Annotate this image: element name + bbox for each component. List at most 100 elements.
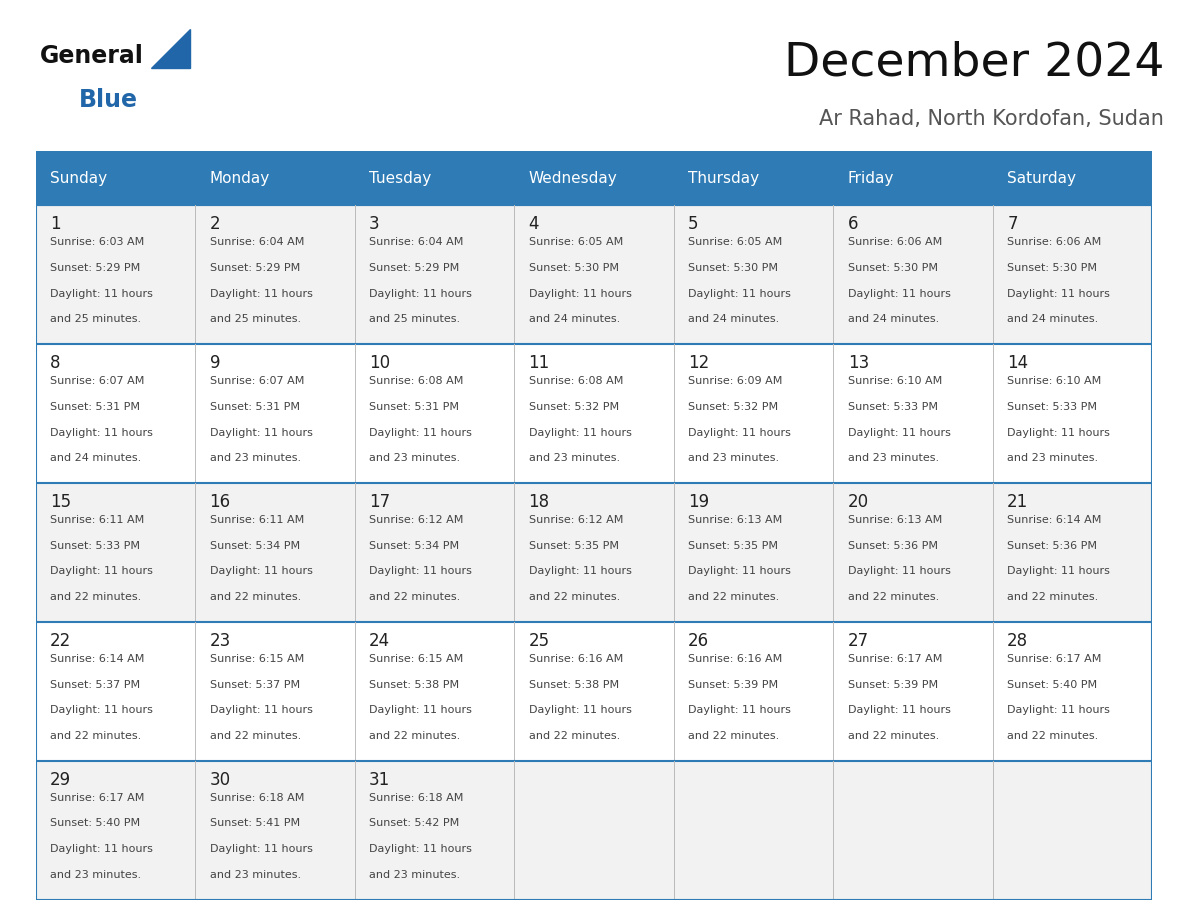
Bar [674, 151, 833, 206]
Text: Sunrise: 6:14 AM: Sunrise: 6:14 AM [1007, 515, 1101, 525]
Text: Daylight: 11 hours: Daylight: 11 hours [50, 844, 153, 854]
Bar [36, 344, 1152, 483]
Text: Sunrise: 6:13 AM: Sunrise: 6:13 AM [848, 515, 942, 525]
Text: Daylight: 11 hours: Daylight: 11 hours [1007, 428, 1110, 438]
Text: 7: 7 [1007, 215, 1018, 233]
Text: 2: 2 [209, 215, 220, 233]
Text: Daylight: 11 hours: Daylight: 11 hours [369, 428, 472, 438]
Text: 22: 22 [50, 632, 71, 650]
Bar [36, 151, 195, 206]
Text: Sunset: 5:32 PM: Sunset: 5:32 PM [529, 402, 619, 412]
Bar [514, 151, 674, 206]
Text: Sunset: 5:35 PM: Sunset: 5:35 PM [688, 541, 778, 551]
Text: and 22 minutes.: and 22 minutes. [848, 592, 939, 602]
Text: and 25 minutes.: and 25 minutes. [209, 314, 301, 324]
Text: Daylight: 11 hours: Daylight: 11 hours [529, 566, 632, 577]
Text: and 24 minutes.: and 24 minutes. [50, 453, 141, 464]
Text: Sunset: 5:34 PM: Sunset: 5:34 PM [209, 541, 299, 551]
Text: Sunrise: 6:12 AM: Sunrise: 6:12 AM [369, 515, 463, 525]
Text: Daylight: 11 hours: Daylight: 11 hours [1007, 288, 1110, 298]
Text: Sunset: 5:30 PM: Sunset: 5:30 PM [1007, 263, 1098, 273]
Text: Sunrise: 6:07 AM: Sunrise: 6:07 AM [50, 376, 145, 386]
Text: 1: 1 [50, 215, 61, 233]
Text: Sunrise: 6:15 AM: Sunrise: 6:15 AM [209, 654, 304, 664]
Text: Sunday: Sunday [50, 171, 107, 186]
Text: 6: 6 [848, 215, 858, 233]
Text: Sunrise: 6:08 AM: Sunrise: 6:08 AM [369, 376, 463, 386]
Text: Daylight: 11 hours: Daylight: 11 hours [369, 288, 472, 298]
Text: 11: 11 [529, 354, 550, 372]
Text: Daylight: 11 hours: Daylight: 11 hours [50, 705, 153, 715]
Text: Tuesday: Tuesday [369, 171, 431, 186]
Text: 27: 27 [848, 632, 868, 650]
Text: and 22 minutes.: and 22 minutes. [50, 592, 141, 602]
Text: Sunrise: 6:11 AM: Sunrise: 6:11 AM [50, 515, 144, 525]
Text: and 23 minutes.: and 23 minutes. [848, 453, 939, 464]
Text: Sunrise: 6:14 AM: Sunrise: 6:14 AM [50, 654, 145, 664]
Text: Daylight: 11 hours: Daylight: 11 hours [1007, 566, 1110, 577]
Text: Sunset: 5:30 PM: Sunset: 5:30 PM [688, 263, 778, 273]
Text: and 25 minutes.: and 25 minutes. [369, 314, 460, 324]
Text: and 22 minutes.: and 22 minutes. [209, 592, 301, 602]
Text: Daylight: 11 hours: Daylight: 11 hours [209, 705, 312, 715]
Text: 10: 10 [369, 354, 390, 372]
Text: December 2024: December 2024 [784, 40, 1164, 86]
Text: Sunset: 5:29 PM: Sunset: 5:29 PM [369, 263, 460, 273]
Text: Daylight: 11 hours: Daylight: 11 hours [688, 428, 791, 438]
Text: Sunrise: 6:03 AM: Sunrise: 6:03 AM [50, 237, 144, 247]
Text: Sunrise: 6:11 AM: Sunrise: 6:11 AM [209, 515, 304, 525]
Text: and 22 minutes.: and 22 minutes. [848, 731, 939, 741]
Text: and 22 minutes.: and 22 minutes. [50, 731, 141, 741]
Text: and 23 minutes.: and 23 minutes. [369, 453, 460, 464]
Text: Sunset: 5:42 PM: Sunset: 5:42 PM [369, 819, 460, 828]
Text: Sunset: 5:36 PM: Sunset: 5:36 PM [1007, 541, 1098, 551]
Text: Daylight: 11 hours: Daylight: 11 hours [369, 705, 472, 715]
Text: Sunset: 5:34 PM: Sunset: 5:34 PM [369, 541, 460, 551]
Text: Daylight: 11 hours: Daylight: 11 hours [688, 566, 791, 577]
Text: General: General [39, 44, 144, 68]
Text: 8: 8 [50, 354, 61, 372]
Text: Sunrise: 6:05 AM: Sunrise: 6:05 AM [688, 237, 783, 247]
Text: Daylight: 11 hours: Daylight: 11 hours [209, 566, 312, 577]
Text: 23: 23 [209, 632, 230, 650]
Text: Sunrise: 6:15 AM: Sunrise: 6:15 AM [369, 654, 463, 664]
Text: 25: 25 [529, 632, 550, 650]
Text: Sunset: 5:41 PM: Sunset: 5:41 PM [209, 819, 299, 828]
Text: 24: 24 [369, 632, 390, 650]
Text: Sunset: 5:37 PM: Sunset: 5:37 PM [209, 679, 299, 689]
Text: Sunset: 5:38 PM: Sunset: 5:38 PM [529, 679, 619, 689]
Text: Daylight: 11 hours: Daylight: 11 hours [529, 428, 632, 438]
Text: Sunrise: 6:17 AM: Sunrise: 6:17 AM [1007, 654, 1101, 664]
Text: Sunset: 5:30 PM: Sunset: 5:30 PM [529, 263, 619, 273]
Text: Sunset: 5:31 PM: Sunset: 5:31 PM [209, 402, 299, 412]
Text: Daylight: 11 hours: Daylight: 11 hours [848, 705, 950, 715]
Text: Daylight: 11 hours: Daylight: 11 hours [688, 288, 791, 298]
Text: Saturday: Saturday [1007, 171, 1076, 186]
Text: and 23 minutes.: and 23 minutes. [688, 453, 779, 464]
Text: Sunrise: 6:05 AM: Sunrise: 6:05 AM [529, 237, 623, 247]
Text: Sunrise: 6:16 AM: Sunrise: 6:16 AM [688, 654, 783, 664]
Text: Daylight: 11 hours: Daylight: 11 hours [50, 428, 153, 438]
Text: Sunrise: 6:13 AM: Sunrise: 6:13 AM [688, 515, 783, 525]
Text: and 22 minutes.: and 22 minutes. [1007, 592, 1099, 602]
Text: 20: 20 [848, 493, 868, 510]
Text: Sunset: 5:35 PM: Sunset: 5:35 PM [529, 541, 619, 551]
Bar [36, 621, 1152, 761]
Text: Sunrise: 6:06 AM: Sunrise: 6:06 AM [1007, 237, 1101, 247]
Text: and 22 minutes.: and 22 minutes. [688, 731, 779, 741]
Text: Daylight: 11 hours: Daylight: 11 hours [529, 288, 632, 298]
Text: Sunset: 5:40 PM: Sunset: 5:40 PM [1007, 679, 1098, 689]
Text: and 24 minutes.: and 24 minutes. [529, 314, 620, 324]
Text: Sunset: 5:31 PM: Sunset: 5:31 PM [50, 402, 140, 412]
Text: Sunset: 5:40 PM: Sunset: 5:40 PM [50, 819, 140, 828]
Text: 15: 15 [50, 493, 71, 510]
Text: Daylight: 11 hours: Daylight: 11 hours [209, 844, 312, 854]
Text: and 24 minutes.: and 24 minutes. [848, 314, 939, 324]
Text: Sunrise: 6:10 AM: Sunrise: 6:10 AM [848, 376, 942, 386]
Text: Sunrise: 6:07 AM: Sunrise: 6:07 AM [209, 376, 304, 386]
Text: Sunset: 5:31 PM: Sunset: 5:31 PM [369, 402, 459, 412]
Text: Daylight: 11 hours: Daylight: 11 hours [848, 428, 950, 438]
Text: Sunset: 5:39 PM: Sunset: 5:39 PM [688, 679, 778, 689]
Text: Monday: Monday [209, 171, 270, 186]
Text: 18: 18 [529, 493, 550, 510]
